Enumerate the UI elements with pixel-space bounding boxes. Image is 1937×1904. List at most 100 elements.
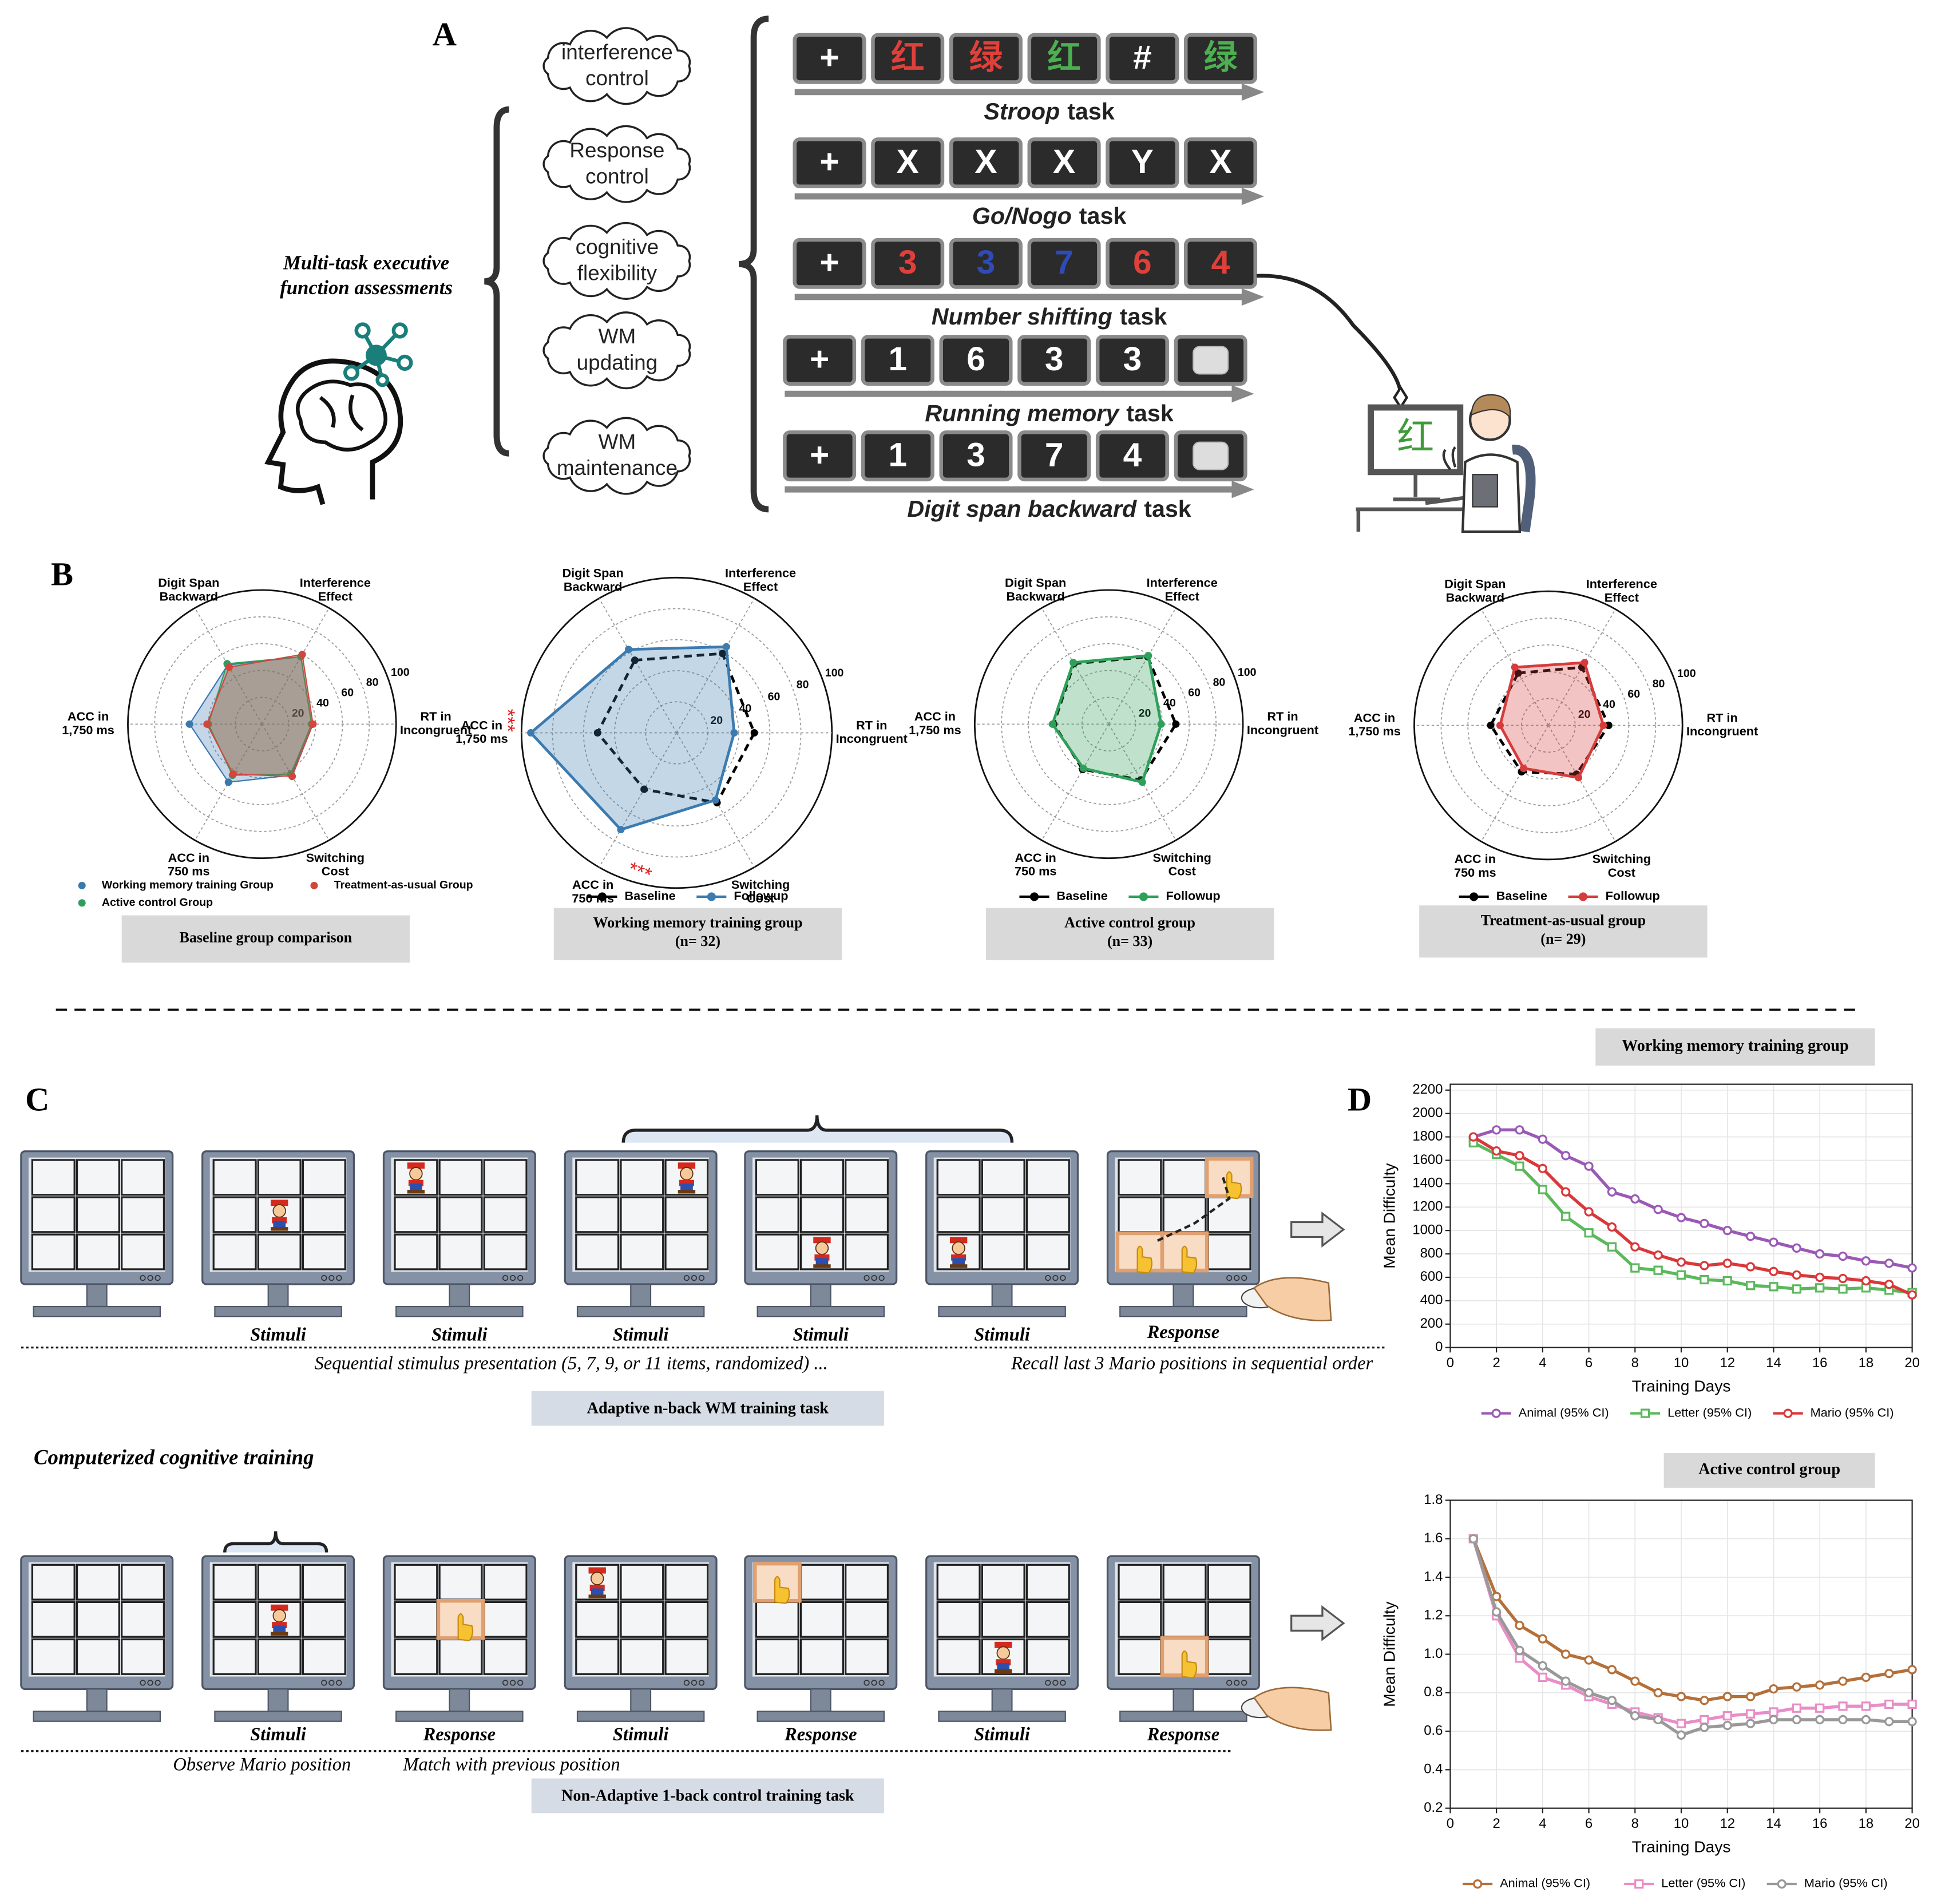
axis-label: Digit Span (1005, 575, 1066, 589)
radar-area (1051, 654, 1163, 784)
x-tick-label: 16 (1812, 1355, 1828, 1371)
chart-subtitle: (n= 29) (1540, 931, 1586, 947)
timeline-arrowhead (1241, 83, 1264, 101)
line (1472, 1538, 1912, 1725)
mario-cap (813, 1237, 831, 1244)
mario-face (996, 1646, 1010, 1660)
monitor-button (1052, 1274, 1059, 1281)
grid-cell (845, 1563, 889, 1601)
mario-cap (271, 1200, 288, 1206)
radar-point (1581, 659, 1589, 667)
axis-label: RT in (1267, 709, 1298, 723)
point (1815, 1249, 1825, 1259)
axis-label: Backward (1446, 590, 1504, 604)
monitor-button (328, 1274, 335, 1281)
axis-label: Backward (160, 589, 218, 603)
x-tick-label: 18 (1859, 1355, 1874, 1371)
user-hand (1253, 1687, 1332, 1731)
monitor-stand (86, 1688, 108, 1712)
mario-shirt (996, 1659, 1011, 1666)
mario-shirt (679, 1179, 694, 1186)
point (1515, 1151, 1524, 1161)
grid-cell (664, 1563, 709, 1601)
monitor-button (140, 1274, 146, 1281)
x-tick-label: 2 (1492, 1816, 1500, 1831)
grid-cell (981, 1563, 1025, 1601)
point (1515, 1653, 1524, 1663)
monitor-stand (449, 1283, 470, 1308)
stimulus: + (810, 436, 829, 473)
stimulus-box (1106, 33, 1179, 84)
mario-overalls (273, 1625, 286, 1633)
point (1884, 1699, 1894, 1709)
point (1815, 1703, 1825, 1713)
mario-cap (271, 1604, 288, 1611)
legend-marker (1469, 892, 1479, 901)
monitor-button (691, 1274, 698, 1281)
grid-cell (302, 1563, 346, 1601)
point (1861, 1701, 1871, 1711)
legend-marker (1783, 1408, 1793, 1418)
screen-caption: Stimuli (613, 1325, 669, 1345)
point (1745, 1281, 1756, 1291)
grid-cell (121, 1233, 165, 1270)
screen-caption: Stimuli (613, 1724, 669, 1745)
caption-box (121, 915, 410, 963)
grid-cell (483, 1159, 528, 1196)
legend-label: Animal (95% CI) (1519, 1405, 1609, 1419)
monitor-button (863, 1274, 870, 1281)
point (1561, 1151, 1571, 1161)
point (1607, 1222, 1617, 1232)
group-brace (621, 1115, 1014, 1143)
domain-cloud (542, 125, 691, 203)
axis-label: Backward (1006, 589, 1064, 603)
axis-label: Incongruent (836, 731, 908, 746)
legend-label: Mario (95% CI) (1811, 1405, 1894, 1419)
axis-label: ACC in (461, 718, 502, 732)
point (1538, 1661, 1547, 1671)
x-tick-label: 0 (1447, 1816, 1454, 1831)
axis-label: Interference (300, 575, 371, 589)
legend-label: Baseline (1496, 889, 1547, 903)
task-suffix: task (1120, 303, 1167, 330)
domain-label: updating (577, 351, 658, 374)
stimulus: X (975, 143, 997, 180)
grid-cell (1207, 1233, 1251, 1270)
grid-cell (212, 1601, 257, 1638)
brain-icon (295, 379, 387, 452)
caption-box (531, 1391, 884, 1426)
grid-cell (302, 1601, 346, 1638)
y-tick-label: 1800 (1412, 1129, 1443, 1144)
screen-caption: Stimuli (431, 1325, 488, 1345)
legend-label: Letter (95% CI) (1667, 1405, 1752, 1419)
point (1700, 1218, 1709, 1229)
timeline-arrowhead (1231, 481, 1254, 498)
desk (1356, 472, 1515, 532)
mario-cap (407, 1162, 425, 1169)
grid-cell (799, 1601, 844, 1638)
monitor-button (509, 1680, 516, 1686)
panel-label: C (25, 1081, 49, 1118)
monitor-stand (630, 1688, 652, 1712)
grid-cell (438, 1638, 483, 1675)
legend-label: Active control Group (102, 896, 213, 909)
monitor-button (1060, 1274, 1066, 1281)
domain-label: Response (569, 138, 664, 162)
point (1838, 1676, 1848, 1686)
monitor-stand (991, 1688, 1013, 1712)
stimulus: 绿 (1204, 39, 1238, 76)
axis-label: Incongruent (1247, 723, 1318, 737)
grid-cell (936, 1159, 981, 1196)
axis-label: Cost (747, 891, 774, 905)
monitor-button (1226, 1680, 1233, 1686)
point (1700, 1274, 1709, 1285)
point (1653, 1688, 1663, 1697)
legend-label: Followup (734, 889, 788, 903)
stimulus-box (939, 335, 1013, 386)
grid-cell (575, 1159, 620, 1196)
stimulus: 4 (1123, 436, 1142, 473)
stimulus: 3 (977, 244, 996, 281)
chart-title: Active control group (1064, 915, 1195, 931)
point (1491, 1607, 1502, 1617)
monitor-button (517, 1274, 524, 1281)
